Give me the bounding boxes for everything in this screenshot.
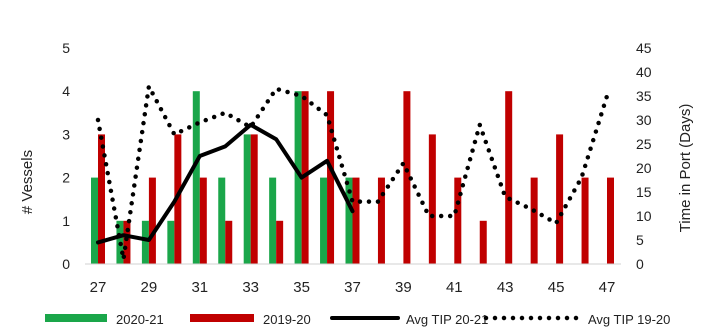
x-tick-label: 27	[90, 279, 107, 296]
bar-2020-21-32	[218, 177, 226, 264]
bar-2019-20-33	[250, 134, 258, 264]
legend: 2020-21 2019-20 Avg TIP 20-21 Avg TIP 19-20	[45, 312, 670, 327]
x-tick-label: 39	[395, 279, 412, 296]
bar-2019-20-40	[428, 134, 436, 264]
y-right-tick-label: 25	[636, 136, 652, 152]
y-right-tick-label: 20	[636, 160, 652, 176]
x-tick-label: 29	[141, 279, 158, 296]
y-left-tick-label: 1	[62, 213, 70, 229]
x-tick-label: 43	[497, 279, 514, 296]
lines-layer	[95, 84, 610, 262]
line-Avg TIP 20-21	[96, 122, 355, 245]
legend-label-2019-20: 2019-20	[263, 312, 311, 327]
bar-2020-21-34	[269, 177, 277, 264]
bar-2020-21-35	[294, 91, 302, 264]
y-left-tick-label: 3	[62, 126, 70, 142]
bar-2019-20-27	[98, 134, 105, 264]
legend-swatch-2019-20	[190, 314, 254, 322]
x-tick-label: 37	[344, 279, 361, 296]
legend-label-2020-21: 2020-21	[116, 312, 164, 327]
y-right-tick-label: 45	[636, 40, 652, 56]
line-Avg TIP 19-20	[95, 84, 610, 262]
x-tick-label: 41	[446, 279, 463, 296]
bar-2019-20-44	[530, 177, 538, 264]
y-left-tick-label: 4	[62, 83, 70, 99]
bar-2019-20-42	[479, 220, 487, 264]
y-axis-label-right: Time in Port (Days)	[677, 104, 694, 233]
legend-label-Avg TIP 19-20: Avg TIP 19-20	[588, 312, 670, 327]
bar-2019-20-46	[581, 177, 589, 264]
bar-2020-21-27	[91, 177, 98, 264]
bar-2019-20-38	[377, 177, 385, 264]
bar-2019-20-31	[199, 177, 207, 264]
bar-2019-20-45	[556, 134, 564, 264]
y-right-tick-label: 40	[636, 64, 652, 80]
bar-2019-20-41	[454, 177, 462, 264]
y-right-ticks: 0 5 10 15 20 25 30 35 40 45	[636, 40, 652, 272]
bar-2020-21-33	[243, 134, 251, 264]
y-left-tick-label: 0	[62, 256, 70, 272]
bar-2020-21-30	[167, 220, 175, 264]
bar-2020-21-37	[345, 177, 353, 264]
bars-layer	[91, 91, 614, 264]
y-left-tick-label: 2	[62, 170, 70, 186]
y-right-tick-label: 30	[636, 112, 652, 128]
legend-label-Avg TIP 20-21: Avg TIP 20-21	[406, 312, 488, 327]
bar-2019-20-32	[225, 220, 233, 264]
y-right-tick-label: 15	[636, 184, 652, 200]
bar-2019-20-34	[276, 220, 284, 264]
x-tick-label: 45	[548, 279, 565, 296]
x-ticks: 27 29 31 33 35 37 39 41 43 45 47	[90, 279, 616, 296]
bar-2019-20-47	[607, 177, 614, 264]
bar-2020-21-36	[320, 177, 328, 264]
x-tick-label: 31	[191, 279, 208, 296]
x-tick-label: 47	[599, 279, 616, 296]
bar-2019-20-36	[327, 91, 335, 264]
y-right-tick-label: 10	[636, 208, 652, 224]
x-tick-label: 35	[293, 279, 310, 296]
bar-2019-20-37	[352, 177, 360, 264]
bar-2019-20-29	[148, 177, 156, 264]
y-left-ticks: 0 1 2 3 4 5	[62, 40, 70, 272]
bar-2020-21-31	[192, 91, 200, 264]
legend-swatch-2020-21	[45, 314, 107, 322]
y-left-tick-label: 5	[62, 40, 70, 56]
y-right-tick-label: 5	[636, 232, 644, 248]
bar-2019-20-43	[505, 91, 513, 264]
y-right-tick-label: 35	[636, 88, 652, 104]
bar-2020-21-29	[141, 220, 149, 264]
y-right-tick-label: 0	[636, 256, 644, 272]
y-axis-label-left: # Vessels	[19, 150, 36, 214]
bar-2019-20-39	[403, 91, 411, 264]
x-tick-label: 33	[242, 279, 259, 296]
bar-2019-20-28	[123, 220, 131, 264]
